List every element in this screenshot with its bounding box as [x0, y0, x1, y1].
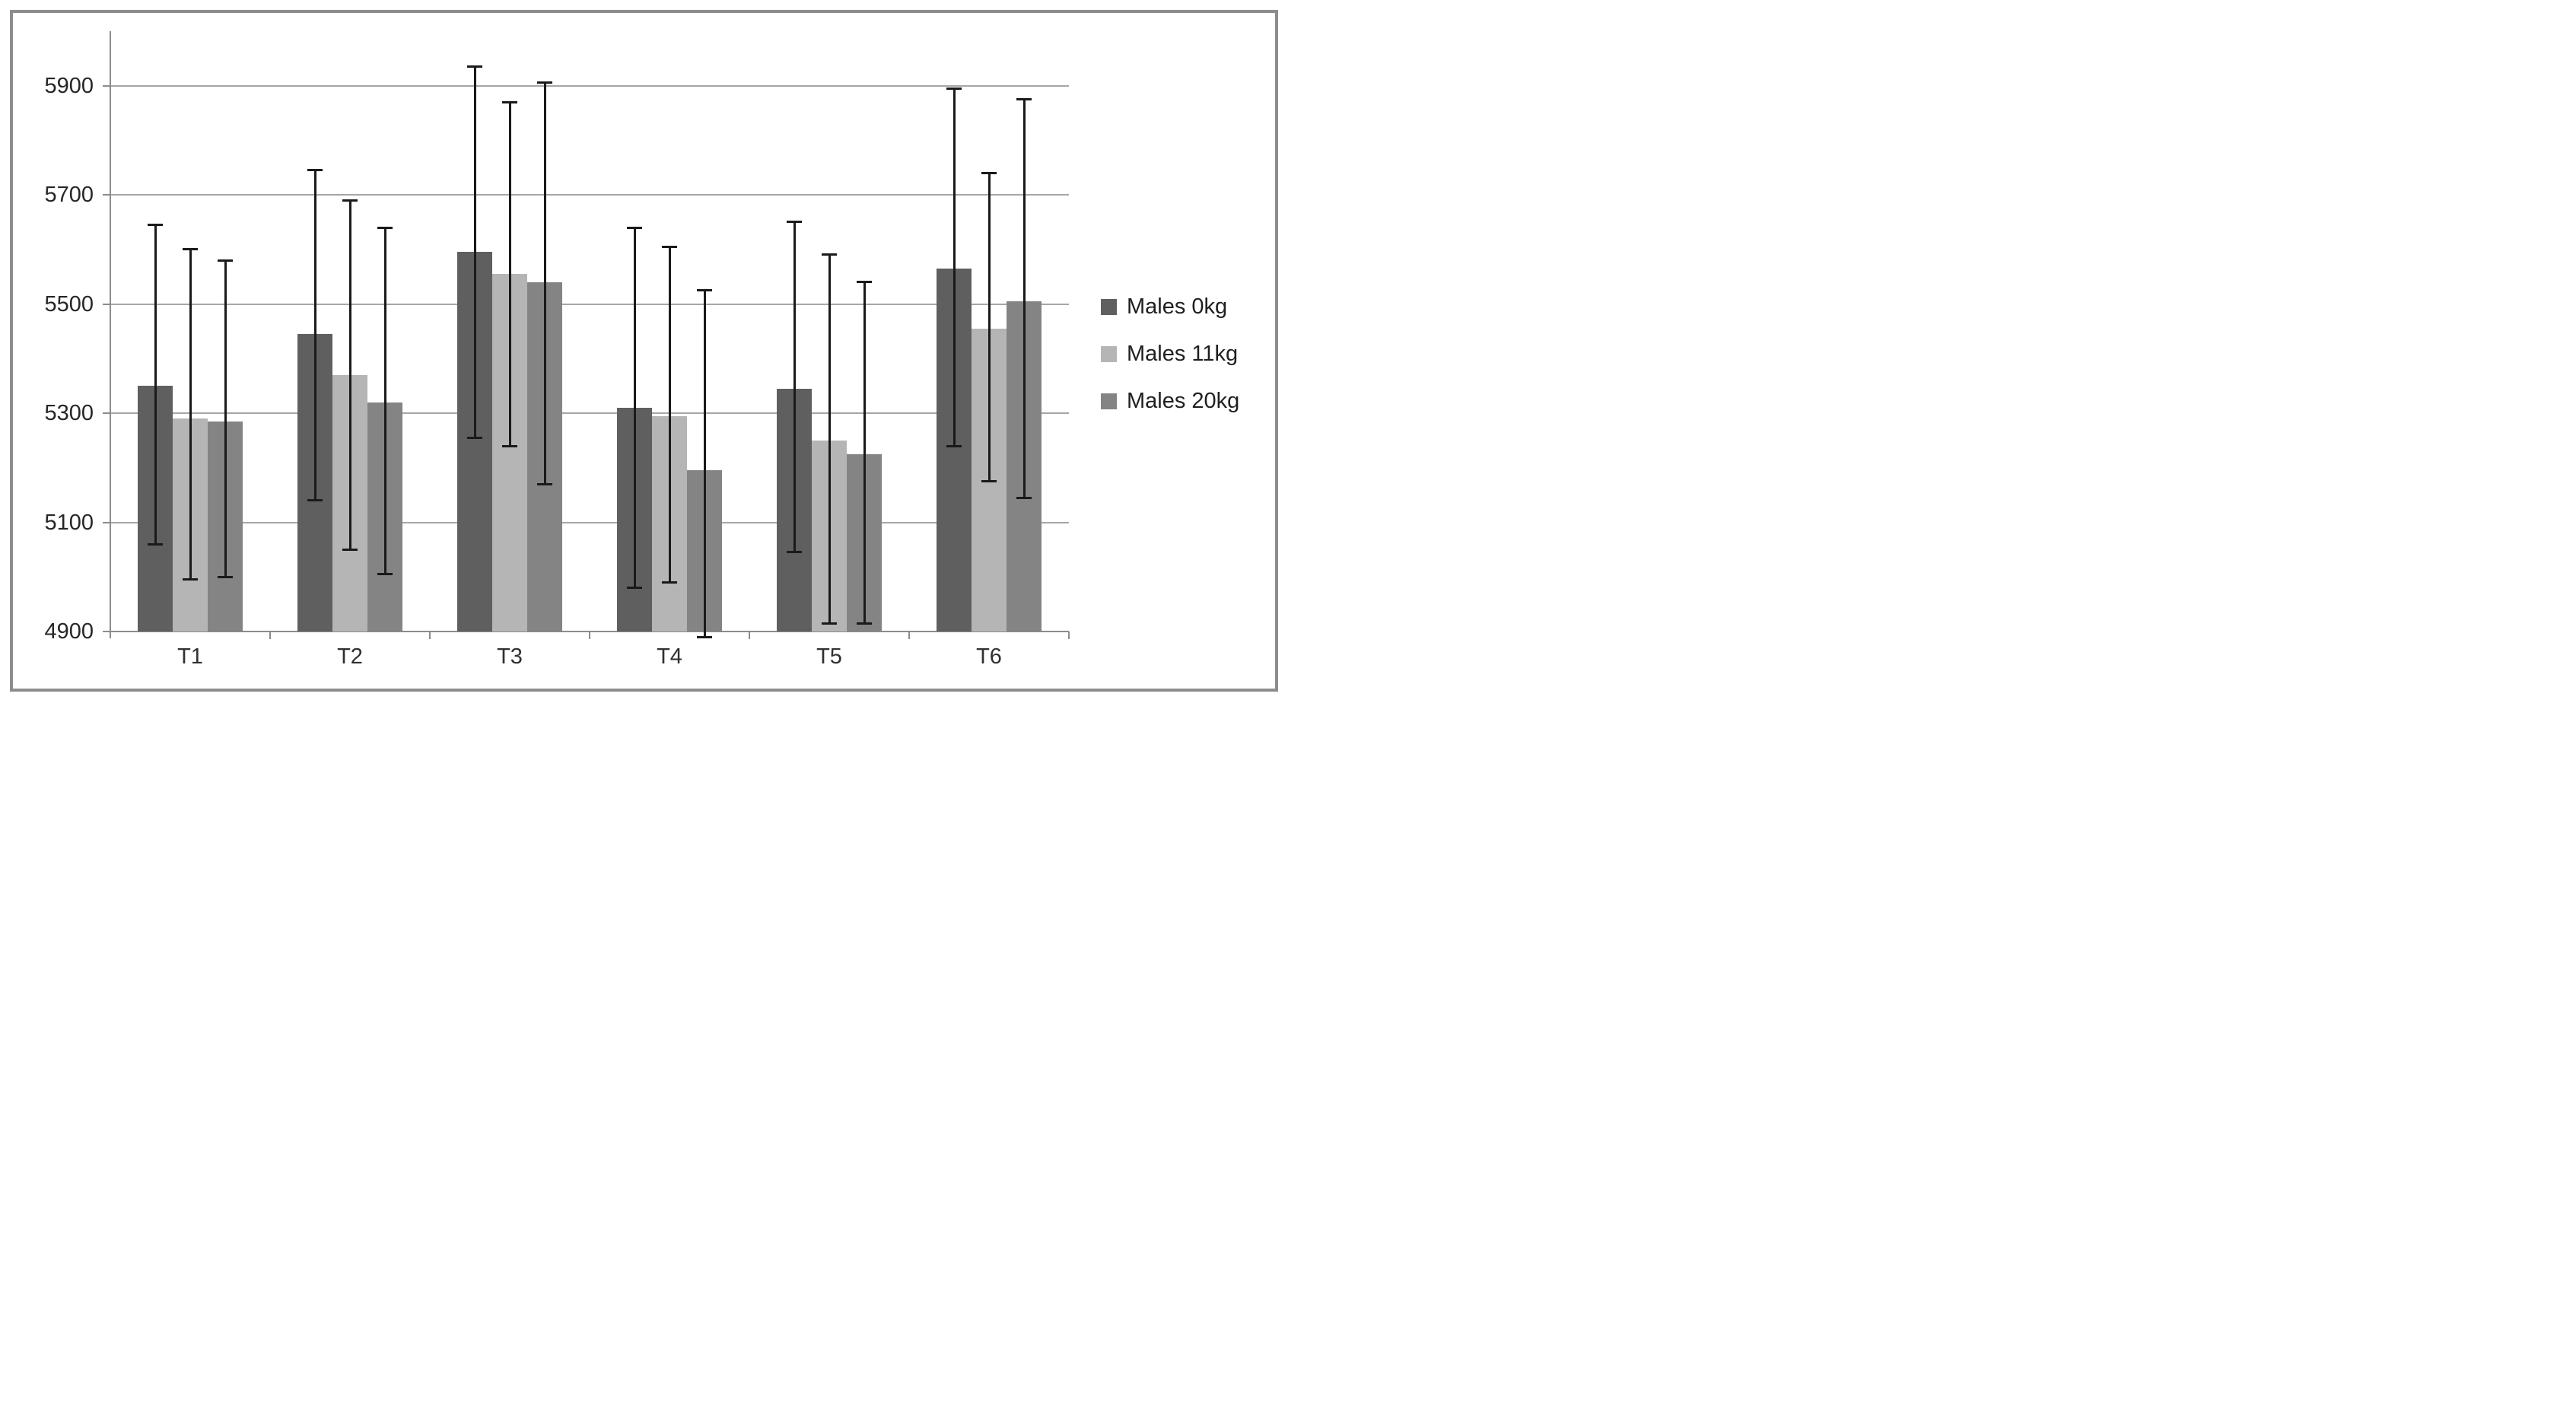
error-bar-cap-top: [981, 171, 997, 174]
error-bar-line: [508, 102, 511, 447]
x-axis-tick-mark: [589, 632, 590, 639]
error-bar-cap-bottom: [537, 482, 552, 485]
x-axis-tick-mark: [429, 632, 431, 639]
plot-area: 4900 5100 5300 5500 5700 5900 T1 T2 T3 T4 T5 T6: [13, 13, 1275, 689]
error-bar-cap-bottom: [627, 587, 642, 590]
error-bar-cap-top: [307, 169, 323, 172]
error-bar-line: [348, 200, 351, 550]
y-axis-tick-label: 5900: [44, 73, 94, 98]
error-bar-cap-top: [377, 226, 393, 229]
gridline-5300: [110, 412, 1069, 414]
y-axis-tick-mark: [103, 521, 110, 523]
y-axis-tick-mark: [103, 84, 110, 87]
error-bar-cap-bottom: [307, 499, 323, 502]
error-bar-line: [224, 260, 227, 577]
x-category-label-t6: T6: [976, 644, 1002, 669]
legend-swatch-icon: [1101, 299, 1117, 315]
x-category-label-t4: T4: [657, 644, 682, 669]
error-bar-cap-top: [787, 221, 802, 224]
y-axis-tick-mark: [103, 194, 110, 196]
y-axis-tick-label: 5300: [44, 401, 94, 425]
error-bar-cap-bottom: [467, 436, 482, 439]
legend: Males 0kg Males 11kg Males 20kg: [1101, 293, 1239, 415]
legend-label: Males 0kg: [1127, 294, 1228, 319]
error-bar-cap-bottom: [183, 578, 198, 581]
error-bar-line: [668, 247, 671, 583]
error-bar-cap-bottom: [946, 444, 962, 447]
x-category-label-t5: T5: [816, 644, 842, 669]
x-category-label-t1: T1: [177, 644, 203, 669]
error-bar-cap-top: [218, 259, 233, 262]
error-bar-cap-bottom: [342, 548, 358, 551]
error-bar-line: [154, 224, 157, 545]
error-bar-line: [383, 227, 386, 574]
error-bar-cap-bottom: [377, 573, 393, 576]
error-bar-cap-top: [822, 253, 837, 256]
legend-swatch-icon: [1101, 393, 1117, 409]
error-bar-cap-bottom: [1016, 496, 1032, 499]
error-bar-cap-top: [183, 248, 198, 251]
error-bar-cap-bottom: [697, 635, 712, 638]
error-bar-cap-bottom: [857, 622, 872, 625]
legend-item-males-20kg: Males 20kg: [1101, 387, 1239, 415]
legend-item-males-0kg: Males 0kg: [1101, 293, 1239, 321]
error-bar-cap-bottom: [502, 444, 517, 447]
y-axis-tick-mark: [103, 412, 110, 414]
x-category-label-t3: T3: [497, 644, 523, 669]
error-bar-line: [633, 227, 636, 588]
error-bar-cap-top: [467, 65, 482, 68]
error-bar-cap-top: [342, 199, 358, 202]
error-bar-cap-top: [627, 226, 642, 229]
x-axis-tick-mark: [908, 632, 910, 639]
error-bar-cap-bottom: [787, 551, 802, 554]
error-bar-cap-bottom: [981, 480, 997, 483]
error-bar-cap-bottom: [822, 622, 837, 625]
y-axis-tick-label: 4900: [44, 619, 94, 644]
gridline-5100: [110, 521, 1069, 523]
error-bar-line: [313, 170, 316, 501]
error-bar-cap-top: [537, 81, 552, 84]
error-bar-cap-top: [946, 87, 962, 90]
gridline-5700: [110, 194, 1069, 196]
error-bar-line: [952, 88, 956, 447]
y-axis-tick-mark: [103, 303, 110, 305]
error-bar-cap-top: [502, 100, 517, 103]
error-bar-cap-top: [1016, 97, 1032, 100]
y-axis-tick-label: 5700: [44, 183, 94, 207]
error-bar-cap-top: [662, 245, 677, 248]
error-bar-line: [1022, 99, 1026, 498]
error-bar-line: [543, 82, 546, 485]
legend-item-males-11kg: Males 11kg: [1101, 340, 1239, 368]
error-bar-line: [473, 66, 476, 438]
bar-chart-figure: 4900 5100 5300 5500 5700 5900 T1 T2 T3 T4 T5 T6 Mal…: [10, 10, 1278, 692]
x-axis-tick-mark: [749, 632, 750, 639]
y-axis-tick-label: 5100: [44, 510, 94, 535]
error-bar-line: [863, 282, 866, 624]
legend-label: Males 20kg: [1127, 389, 1240, 413]
gridline-5900: [110, 84, 1069, 87]
error-bar-cap-top: [857, 281, 872, 284]
error-bar-line: [987, 173, 991, 482]
y-axis-tick-label: 5500: [44, 291, 94, 317]
error-bar-cap-top: [148, 223, 163, 226]
gridline-5500: [110, 303, 1069, 305]
legend-label: Males 11kg: [1127, 342, 1239, 366]
error-bar-cap-top: [697, 289, 712, 292]
x-axis-tick-mark: [1068, 632, 1070, 639]
legend-swatch-icon: [1101, 346, 1117, 362]
x-axis-tick-mark: [269, 632, 271, 639]
error-bar-line: [828, 254, 831, 624]
y-axis-line: [110, 30, 111, 638]
x-axis-line: [103, 631, 1069, 632]
error-bar-line: [793, 221, 796, 552]
error-bar-line: [189, 249, 192, 580]
error-bar-line: [703, 290, 706, 638]
error-bar-cap-bottom: [662, 581, 677, 584]
error-bar-cap-bottom: [148, 542, 163, 546]
error-bar-cap-bottom: [218, 575, 233, 578]
x-category-label-t2: T2: [337, 644, 363, 669]
